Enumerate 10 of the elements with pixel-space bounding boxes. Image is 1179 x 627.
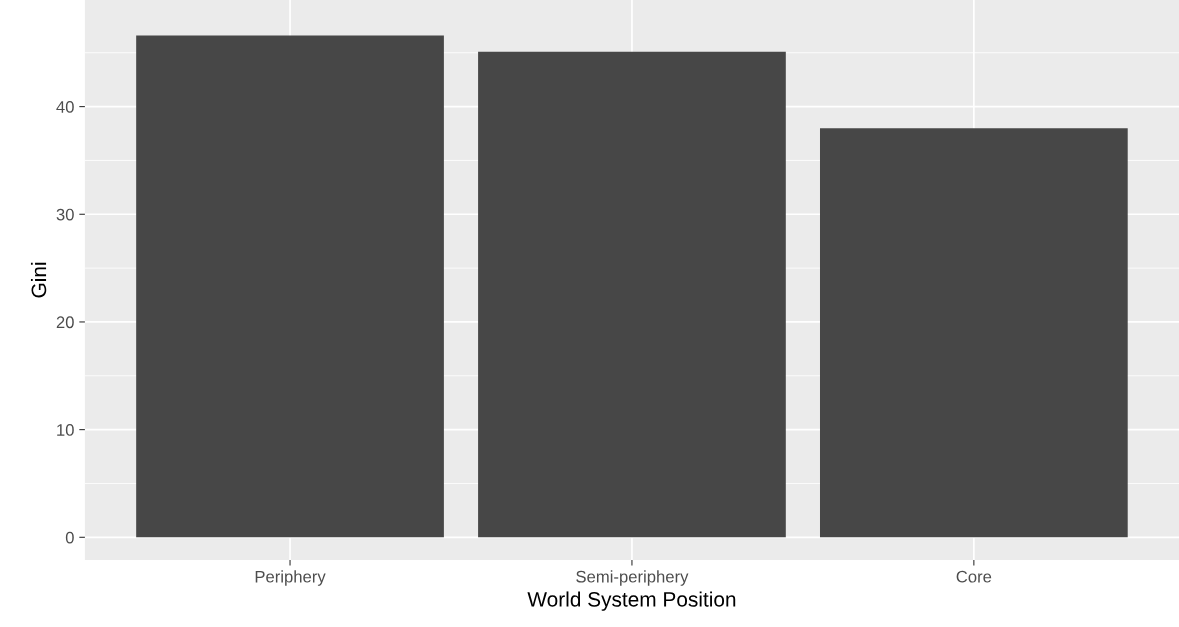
x-tick-label: Periphery (255, 570, 326, 586)
y-tick-label: 0 (65, 531, 74, 544)
y-tick-label: 30 (56, 208, 74, 221)
x-tick-label: Semi-periphery (576, 570, 689, 586)
y-tick-label: 40 (56, 101, 74, 113)
y-tick-label: 10 (57, 424, 74, 436)
x-tick-label: Core (956, 570, 992, 583)
y-tick-label: 20 (56, 316, 74, 329)
x-axis-title: World System Position (527, 591, 736, 611)
y-axis-title: Gini (30, 262, 47, 298)
